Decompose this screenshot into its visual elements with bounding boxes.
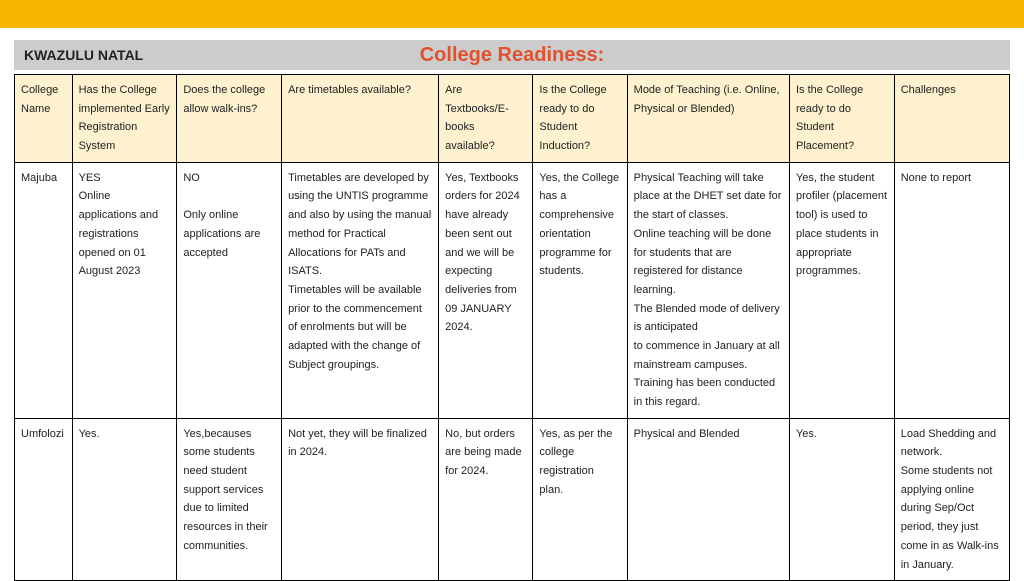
cell: No, but orders are being made for 2024. bbox=[439, 418, 533, 581]
table-row: Majuba YES Online applications and regis… bbox=[15, 162, 1010, 418]
cell: Yes. bbox=[789, 418, 894, 581]
table-container: College Name Has the College implemented… bbox=[0, 74, 1024, 581]
readiness-table: College Name Has the College implemented… bbox=[14, 74, 1010, 581]
cell: Yes, the College has a comprehensive ori… bbox=[533, 162, 627, 418]
cell: NO Only online applications are accepted bbox=[177, 162, 282, 418]
cell: Physical and Blended bbox=[627, 418, 789, 581]
col-header: Are Textbooks/E-books available? bbox=[439, 75, 533, 163]
col-header: Is the College ready to do Student Induc… bbox=[533, 75, 627, 163]
cell: Load Shedding and network. Some students… bbox=[894, 418, 1009, 581]
cell: Not yet, they will be finalized in 2024. bbox=[282, 418, 439, 581]
cell: Yes, Textbooks orders for 2024 have alre… bbox=[439, 162, 533, 418]
table-header-row: College Name Has the College implemented… bbox=[15, 75, 1010, 163]
top-accent-bar bbox=[0, 0, 1024, 28]
cell: None to report bbox=[894, 162, 1009, 418]
cell: Yes, as per the college registration pla… bbox=[533, 418, 627, 581]
col-header: Are timetables available? bbox=[282, 75, 439, 163]
cell: Physical Teaching will take place at the… bbox=[627, 162, 789, 418]
col-header: Challenges bbox=[894, 75, 1009, 163]
page-title: College Readiness: bbox=[420, 44, 605, 67]
col-header: Does the college allow walk-ins? bbox=[177, 75, 282, 163]
cell: Yes, the student profiler (placement too… bbox=[789, 162, 894, 418]
col-header: Is the College ready to do Student Place… bbox=[789, 75, 894, 163]
cell-college-name: Majuba bbox=[15, 162, 73, 418]
table-row: Umfolozi Yes. Yes,becauses some students… bbox=[15, 418, 1010, 581]
cell: Yes. bbox=[72, 418, 177, 581]
cell: YES Online applications and registration… bbox=[72, 162, 177, 418]
header-row: KWAZULU NATAL College Readiness: bbox=[14, 40, 1010, 70]
col-header: Mode of Teaching (i.e. Online, Physical … bbox=[627, 75, 789, 163]
region-label: KWAZULU NATAL bbox=[14, 47, 143, 63]
cell: Yes,becauses some students need student … bbox=[177, 418, 282, 581]
cell-college-name: Umfolozi bbox=[15, 418, 73, 581]
cell: Timetables are developed by using the UN… bbox=[282, 162, 439, 418]
col-header: Has the College implemented Early Regist… bbox=[72, 75, 177, 163]
col-header: College Name bbox=[15, 75, 73, 163]
